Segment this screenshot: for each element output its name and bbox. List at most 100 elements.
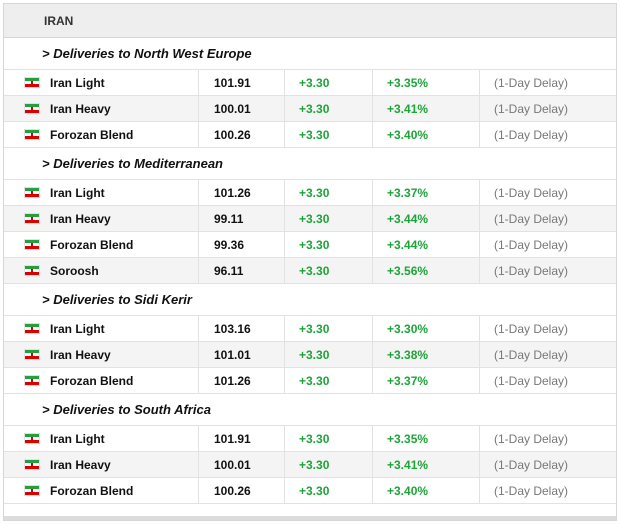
crude-name-cell[interactable]: Iran Heavy: [4, 96, 199, 121]
iran-flag-icon: [24, 485, 40, 496]
iran-flag-icon: [24, 77, 40, 88]
delay-cell: (1-Day Delay): [494, 185, 569, 200]
crude-name-cell[interactable]: Forozan Blend: [4, 232, 199, 257]
crude-name-cell[interactable]: Iran Light: [4, 316, 199, 341]
crude-name-cell[interactable]: Iran Heavy: [4, 206, 199, 231]
price-cell: 99.11: [199, 206, 285, 231]
crude-name-cell[interactable]: Iran Light: [4, 426, 199, 451]
percent-change-cell: +3.35%: [373, 426, 480, 451]
crude-name-cell[interactable]: Forozan Blend: [4, 122, 199, 147]
table-header: IRAN: [4, 4, 616, 38]
crude-name: Iran Heavy: [50, 347, 111, 362]
table-row: Forozan Blend 100.26 +3.30 +3.40% (1-Day Del…: [4, 478, 616, 504]
percent-change-cell: +3.35%: [373, 70, 480, 95]
iran-flag-icon: [24, 239, 40, 250]
delay-cell: (1-Day Delay): [494, 457, 569, 472]
crude-name-cell[interactable]: Iran Heavy: [4, 452, 199, 477]
table-row: Iran Heavy 101.01 +3.30 +3.38% (1-Day Delay): [4, 342, 616, 368]
change-cell: +3.30: [285, 342, 373, 367]
header-title: IRAN: [44, 13, 74, 28]
iran-flag-icon: [24, 375, 40, 386]
percent-change-cell: +3.41%: [373, 96, 480, 121]
change-cell: +3.30: [285, 258, 373, 283]
price-cell: 100.01: [199, 452, 285, 477]
table-row: Iran Light 103.16 +3.30 +3.30% (1-Day Delay): [4, 316, 616, 342]
delay-cell: (1-Day Delay): [494, 263, 569, 278]
percent-change-cell: +3.40%: [373, 122, 480, 147]
crude-name: Forozan Blend: [50, 127, 134, 142]
crude-name: Forozan Blend: [50, 237, 134, 252]
percent-change-cell: +3.37%: [373, 368, 480, 393]
percent-change-cell: +3.40%: [373, 478, 480, 503]
table-row: Iran Light 101.91 +3.30 +3.35% (1-Day Delay): [4, 426, 616, 452]
bottom-scrollbar[interactable]: [4, 516, 616, 520]
percent-change-cell: +3.56%: [373, 258, 480, 283]
crude-name-cell[interactable]: Iran Light: [4, 180, 199, 205]
iran-flag-icon: [24, 187, 40, 198]
price-cell: 101.01: [199, 342, 285, 367]
section-heading[interactable]: > Deliveries to Sidi Kerir: [4, 284, 616, 316]
price-cell: 96.11: [199, 258, 285, 283]
table-row: Iran Heavy 100.01 +3.30 +3.41% (1-Day Delay): [4, 452, 616, 478]
iran-flag-icon: [24, 433, 40, 444]
price-cell: 99.36: [199, 232, 285, 257]
change-cell: +3.30: [285, 96, 373, 121]
crude-name: Iran Heavy: [50, 457, 111, 472]
delay-cell: (1-Day Delay): [494, 75, 569, 90]
delay-cell: (1-Day Delay): [494, 321, 569, 336]
iran-flag-icon: [24, 349, 40, 360]
change-cell: +3.30: [285, 368, 373, 393]
iran-flag-icon: [24, 103, 40, 114]
change-cell: +3.30: [285, 426, 373, 451]
section-heading[interactable]: > Deliveries to South Africa: [4, 394, 616, 426]
iran-flag-icon: [24, 323, 40, 334]
crude-name: Iran Light: [50, 185, 105, 200]
section-heading[interactable]: > Deliveries to North West Europe: [4, 38, 616, 70]
section-heading[interactable]: > Deliveries to Mediterranean: [4, 148, 616, 180]
price-cell: 101.26: [199, 368, 285, 393]
crude-name-cell[interactable]: Iran Heavy: [4, 342, 199, 367]
crude-name-cell[interactable]: Soroosh: [4, 258, 199, 283]
table-row: Forozan Blend 101.26 +3.30 +3.37% (1-Day Del…: [4, 368, 616, 394]
table-row: Iran Heavy 100.01 +3.30 +3.41% (1-Day Delay): [4, 96, 616, 122]
table-row: Iran Light 101.26 +3.30 +3.37% (1-Day Delay): [4, 180, 616, 206]
table-row: Forozan Blend 99.36 +3.30 +3.44% (1-Day Dela…: [4, 232, 616, 258]
change-cell: +3.30: [285, 70, 373, 95]
delay-cell: (1-Day Delay): [494, 237, 569, 252]
iran-flag-icon: [24, 265, 40, 276]
crude-name: Iran Light: [50, 75, 105, 90]
delay-cell: (1-Day Delay): [494, 127, 569, 142]
percent-change-cell: +3.30%: [373, 316, 480, 341]
percent-change-cell: +3.38%: [373, 342, 480, 367]
section-heading-label: > Deliveries to Mediterranean: [42, 156, 223, 171]
price-cell: 101.91: [199, 426, 285, 451]
crude-name: Iran Heavy: [50, 101, 111, 116]
change-cell: +3.30: [285, 232, 373, 257]
delay-cell: (1-Day Delay): [494, 101, 569, 116]
table-row: Soroosh 96.11 +3.30 +3.56% (1-Day Delay): [4, 258, 616, 284]
crude-name-cell[interactable]: Iran Light: [4, 70, 199, 95]
section-heading-label: > Deliveries to North West Europe: [42, 46, 252, 61]
percent-change-cell: +3.44%: [373, 206, 480, 231]
change-cell: +3.30: [285, 122, 373, 147]
crude-name: Forozan Blend: [50, 483, 134, 498]
change-cell: +3.30: [285, 452, 373, 477]
table-row: Iran Heavy 99.11 +3.30 +3.44% (1-Day Delay): [4, 206, 616, 232]
delay-cell: (1-Day Delay): [494, 483, 569, 498]
percent-change-cell: +3.37%: [373, 180, 480, 205]
section-heading-label: > Deliveries to Sidi Kerir: [42, 292, 192, 307]
iran-flag-icon: [24, 213, 40, 224]
price-cell: 100.26: [199, 478, 285, 503]
table-body: > Deliveries to North West Europe Iran Li…: [4, 38, 616, 504]
percent-change-cell: +3.41%: [373, 452, 480, 477]
crude-name-cell[interactable]: Forozan Blend: [4, 368, 199, 393]
percent-change-cell: +3.44%: [373, 232, 480, 257]
price-cell: 101.91: [199, 70, 285, 95]
change-cell: +3.30: [285, 206, 373, 231]
iran-flag-icon: [24, 459, 40, 470]
price-cell: 101.26: [199, 180, 285, 205]
delay-cell: (1-Day Delay): [494, 211, 569, 226]
change-cell: +3.30: [285, 180, 373, 205]
crude-name-cell[interactable]: Forozan Blend: [4, 478, 199, 503]
delay-cell: (1-Day Delay): [494, 347, 569, 362]
